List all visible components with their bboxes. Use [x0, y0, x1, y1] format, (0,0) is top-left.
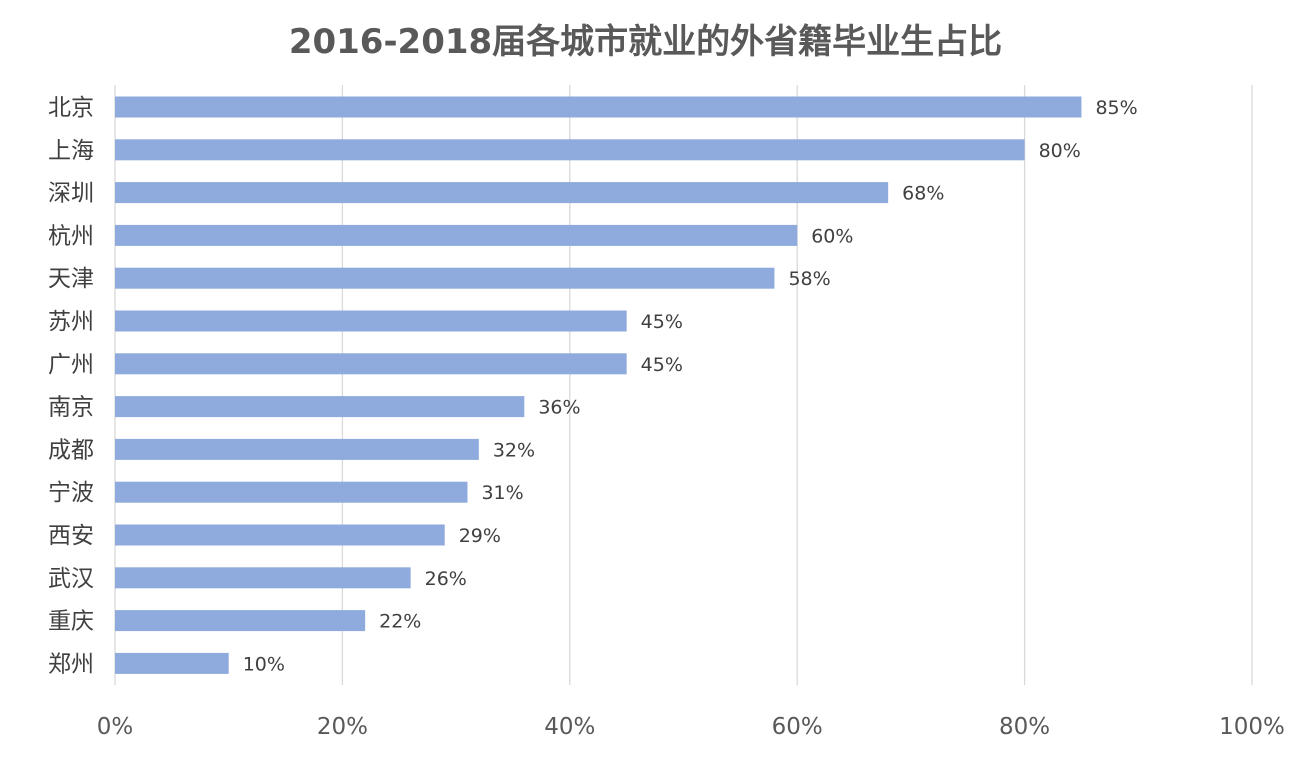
- bar: [115, 139, 1025, 161]
- data-label: 32%: [493, 439, 535, 461]
- bar: [115, 224, 798, 246]
- x-tick-label: 20%: [317, 714, 368, 740]
- data-label: 45%: [641, 354, 683, 376]
- x-tick-label: 100%: [1219, 714, 1285, 740]
- category-label: 成都: [48, 437, 94, 463]
- bar: [115, 610, 366, 632]
- data-label: 60%: [811, 225, 853, 247]
- category-label: 南京: [48, 395, 94, 421]
- data-label: 29%: [459, 525, 501, 547]
- bar: [115, 267, 775, 289]
- category-label: 深圳: [48, 181, 94, 207]
- category-label: 西安: [48, 523, 94, 549]
- data-label: 45%: [641, 311, 683, 333]
- x-tick-label: 0%: [97, 714, 134, 740]
- category-label: 重庆: [48, 609, 94, 635]
- bar: [115, 96, 1082, 118]
- category-label: 武汉: [48, 566, 94, 592]
- x-tick-label: 80%: [999, 714, 1050, 740]
- bar: [115, 353, 627, 375]
- data-label: 36%: [538, 397, 580, 419]
- bar: [115, 481, 468, 503]
- category-label: 宁波: [48, 480, 94, 506]
- category-label: 北京: [48, 95, 94, 121]
- data-label: 26%: [425, 568, 467, 590]
- category-label: 杭州: [48, 223, 94, 249]
- bar: [115, 396, 525, 418]
- category-label: 广州: [48, 352, 94, 378]
- bar: [115, 567, 411, 589]
- category-label: 上海: [48, 138, 94, 164]
- data-label: 80%: [1039, 140, 1081, 162]
- category-label: 郑州: [48, 651, 94, 677]
- x-tick-label: 40%: [544, 714, 595, 740]
- data-label: 22%: [379, 611, 421, 633]
- bar: [115, 310, 627, 332]
- chart-title: 2016-2018届各城市就业的外省籍毕业生占比: [288, 22, 1003, 62]
- category-label: 苏州: [48, 309, 94, 335]
- data-label: 68%: [902, 183, 944, 205]
- bar: [115, 652, 229, 674]
- bar: [115, 438, 479, 460]
- category-label: 天津: [48, 266, 94, 292]
- data-label: 58%: [788, 268, 830, 290]
- x-tick-label: 60%: [772, 714, 823, 740]
- bar: [115, 182, 889, 204]
- data-label: 10%: [243, 653, 285, 675]
- data-label: 31%: [481, 482, 523, 504]
- data-label: 85%: [1095, 97, 1137, 119]
- bar: [115, 524, 445, 546]
